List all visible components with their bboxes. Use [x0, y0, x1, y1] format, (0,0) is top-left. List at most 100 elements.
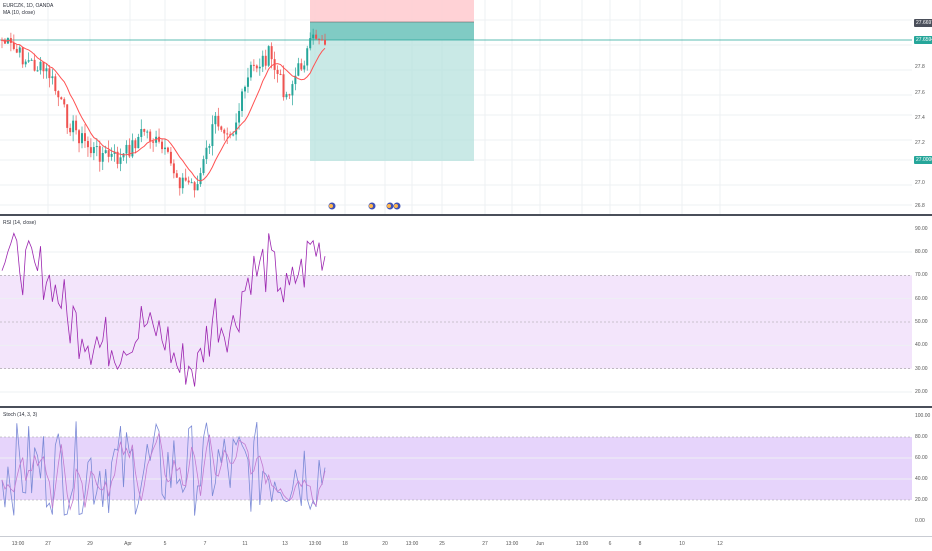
candle-body: [309, 38, 312, 49]
candle-body: [161, 141, 164, 150]
target-price-tag: 27.0000: [914, 156, 932, 164]
candle-body: [300, 63, 303, 70]
rsi-tick: 30.00: [915, 365, 928, 372]
time-tick: 27: [45, 541, 51, 547]
price-pane[interactable]: EURCZK, 1D, OANDA MA (10, close) 27.8 27…: [0, 0, 932, 214]
time-tick: 12: [717, 541, 723, 547]
candle-body: [285, 94, 288, 98]
rsi-legend[interactable]: RSI (14, close): [3, 220, 37, 226]
candle-body: [252, 64, 255, 66]
candle-body: [202, 159, 205, 174]
time-tick: Jun: [535, 541, 545, 547]
candle-body: [199, 173, 202, 185]
candle-body: [152, 141, 155, 143]
candle-body: [324, 39, 326, 45]
candle-body: [128, 144, 131, 157]
icon-dot: [329, 204, 333, 208]
candle-body: [232, 134, 235, 136]
candle-body: [119, 157, 122, 164]
candle-body: [235, 122, 238, 135]
candle-body: [223, 129, 226, 134]
candle-body: [190, 182, 193, 184]
time-tick: 13:00: [11, 541, 25, 547]
candle-body: [72, 120, 75, 133]
icon-dot: [387, 204, 391, 208]
candle-body: [107, 150, 110, 157]
candle-body: [39, 61, 42, 71]
candle-body: [205, 147, 208, 160]
rsi-tick: 90.00: [915, 225, 928, 232]
candle-body: [69, 127, 72, 133]
candle-body: [288, 94, 291, 96]
candle-body: [60, 97, 63, 100]
price-tick: 27.0: [915, 180, 925, 186]
candle-body: [211, 124, 214, 147]
time-tick: 13:00: [575, 541, 589, 547]
candle-body: [24, 61, 27, 65]
symbol-title[interactable]: EURCZK, 1D, OANDA: [3, 3, 54, 9]
stoch-chart[interactable]: [0, 408, 932, 536]
ma-legend[interactable]: MA (10, close): [3, 10, 35, 16]
candle-body: [30, 59, 33, 61]
candle-body: [243, 86, 246, 92]
candle-body: [246, 77, 249, 87]
rsi-tick: 50.00: [915, 319, 928, 325]
price-tick: 27.8: [915, 64, 925, 70]
candle-body: [27, 60, 30, 62]
price-tick: 27.4: [915, 115, 925, 121]
time-axis[interactable]: 13:00 27 29 Apr 5 7 11 13 13:00 18 20 13:00 25 27 13:0…: [0, 536, 932, 551]
time-tick: Apr: [124, 541, 132, 547]
candle-body: [125, 144, 128, 154]
time-tick: 13: [282, 541, 288, 547]
time-tick: 18: [342, 541, 348, 547]
stop-loss-zone: [310, 0, 474, 22]
candle-body: [89, 147, 92, 154]
rsi-chart[interactable]: [0, 216, 932, 406]
candle-body: [241, 91, 244, 111]
candle-body: [134, 140, 137, 149]
candle-body: [12, 42, 15, 49]
stoch-tick: 40.00: [915, 476, 928, 482]
candle-body: [214, 115, 217, 125]
stoch-pane[interactable]: Stoch (14, 3, 3) 100.00 80.00 60.00 40.00 20…: [0, 408, 932, 536]
candle-body: [267, 46, 270, 66]
candle-body: [149, 131, 152, 142]
candle-body: [33, 59, 36, 71]
time-tick: 27: [482, 541, 488, 547]
stoch-d-line: [1, 432, 326, 511]
candle-body: [57, 91, 60, 98]
candle-body: [78, 130, 81, 144]
pane-separator[interactable]: [0, 214, 932, 216]
candle-body: [169, 151, 172, 164]
candle-body: [101, 153, 104, 162]
last-price-tag: 27.6594: [914, 36, 932, 44]
stoch-legend[interactable]: Stoch (14, 3, 3): [3, 412, 38, 418]
candle-body: [315, 34, 318, 39]
rsi-tick: 60.00: [915, 295, 928, 302]
rsi-tick: 70.00: [915, 272, 928, 279]
candle-body: [166, 147, 169, 152]
candle-body: [104, 150, 107, 154]
candle-body: [131, 140, 134, 157]
candle-body: [258, 66, 261, 69]
rsi-line: [1, 232, 326, 387]
candle-body: [158, 136, 161, 142]
price-tick: 27.2: [915, 140, 925, 146]
candle-body: [18, 47, 21, 53]
candle-body: [21, 47, 24, 65]
candle-body: [279, 73, 282, 75]
price-chart[interactable]: [0, 0, 932, 214]
candle-body: [255, 65, 258, 69]
candle-body: [75, 120, 78, 131]
candle-body: [264, 55, 267, 66]
candle-body: [95, 146, 98, 148]
entry-zone: [310, 22, 474, 40]
earnings-icon: [386, 202, 394, 210]
rsi-pane[interactable]: RSI (14, close) 90.00 80.00 70.00 60.00 50.0…: [0, 216, 932, 406]
stoch-tick: 80.00: [915, 434, 928, 440]
candle-body: [63, 99, 66, 105]
pane-separator[interactable]: [0, 406, 932, 408]
candle-body: [196, 184, 199, 191]
rsi-tick: 40.00: [915, 342, 928, 349]
rsi-tick: 20.00: [915, 389, 928, 395]
